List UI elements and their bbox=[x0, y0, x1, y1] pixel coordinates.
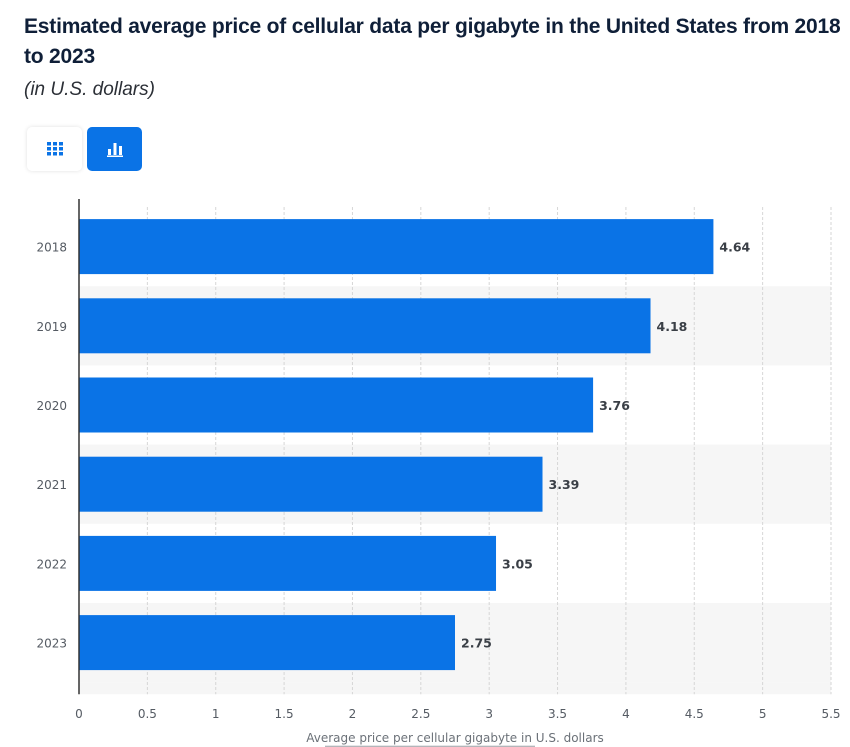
x-tick-label: 0.5 bbox=[138, 707, 157, 721]
chart-subtitle: (in U.S. dollars) bbox=[24, 79, 155, 100]
data-label: 3.39 bbox=[549, 477, 580, 492]
grid-icon bbox=[46, 142, 63, 156]
x-tick-label: 3.5 bbox=[548, 707, 567, 721]
data-label: 3.76 bbox=[599, 398, 630, 413]
bar-2023[interactable] bbox=[79, 615, 455, 671]
x-tick-label: 3 bbox=[485, 707, 493, 721]
x-axis-label: Average price per cellular gigabyte in U… bbox=[306, 731, 604, 745]
bar-2022[interactable] bbox=[79, 535, 497, 591]
axis-padding-band bbox=[79, 682, 831, 695]
x-tick-label: 0 bbox=[75, 707, 83, 721]
data-label: 2.75 bbox=[461, 636, 492, 651]
bar-2018[interactable] bbox=[79, 219, 714, 275]
x-tick-label: 5.5 bbox=[821, 707, 840, 721]
x-tick-label: 2 bbox=[349, 707, 357, 721]
y-tick-label: 2018 bbox=[36, 241, 67, 255]
data-label: 4.18 bbox=[657, 319, 688, 334]
y-tick-label: 2020 bbox=[36, 399, 67, 413]
x-tick-label: 1.5 bbox=[275, 707, 294, 721]
bar-2020[interactable] bbox=[79, 377, 594, 433]
x-tick-label: 4 bbox=[622, 707, 630, 721]
chart-view-button[interactable] bbox=[87, 127, 142, 171]
bar-2021[interactable] bbox=[79, 456, 543, 512]
y-tick-label: 2019 bbox=[36, 320, 67, 334]
chart-title: Estimated average price of cellular data… bbox=[24, 15, 841, 68]
bar-2019[interactable] bbox=[79, 298, 651, 354]
x-tick-label: 5 bbox=[759, 707, 767, 721]
y-tick-label: 2023 bbox=[36, 637, 67, 651]
x-tick-label: 4.5 bbox=[685, 707, 704, 721]
data-label: 4.64 bbox=[719, 240, 750, 255]
y-tick-label: 2022 bbox=[36, 557, 67, 571]
table-view-button[interactable] bbox=[27, 127, 82, 171]
data-label: 3.05 bbox=[502, 556, 533, 571]
x-tick-label: 1 bbox=[212, 707, 220, 721]
bar-chart-icon bbox=[106, 142, 123, 157]
x-tick-label: 2.5 bbox=[411, 707, 430, 721]
y-tick-label: 2021 bbox=[36, 478, 67, 492]
